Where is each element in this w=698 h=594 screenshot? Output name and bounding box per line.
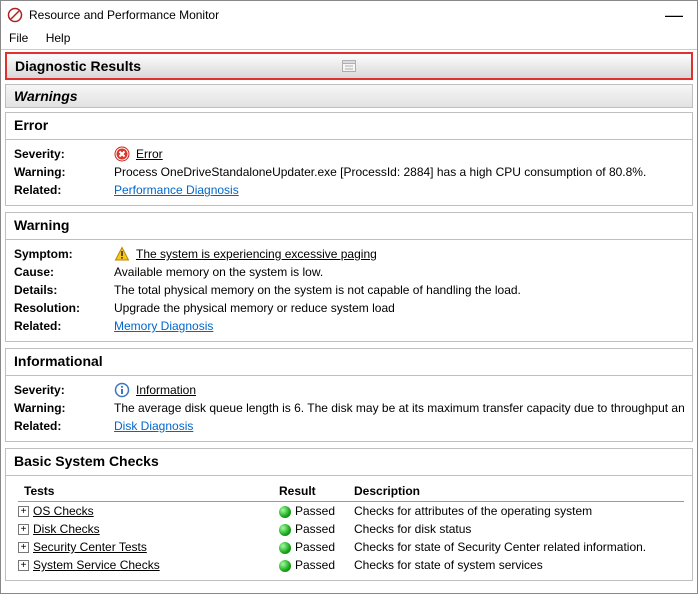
memory-diagnosis-link[interactable]: Memory Diagnosis <box>114 318 213 334</box>
error-section: Error Severity: Error Warning: Process O… <box>5 112 693 206</box>
info-warning-text: The average disk queue length is 6. The … <box>114 400 684 416</box>
details-text: The total physical memory on the system … <box>114 282 684 298</box>
warning-label: Warning: <box>14 400 114 416</box>
warning-section: Warning Symptom: The system is experienc… <box>5 212 693 342</box>
related-label: Related: <box>14 318 114 334</box>
severity-label: Severity: <box>14 146 114 162</box>
result-text: Passed <box>295 540 335 554</box>
error-severity-link[interactable]: Error <box>136 146 163 162</box>
pass-icon <box>279 506 291 518</box>
content-area: Diagnostic Results Warnings Error Severi… <box>1 49 697 589</box>
resolution-label: Resolution: <box>14 300 114 316</box>
test-name-link[interactable]: System Service Checks <box>33 558 160 572</box>
info-icon <box>114 382 130 398</box>
title-bar: Resource and Performance Monitor — <box>1 1 697 29</box>
window-title: Resource and Performance Monitor <box>29 8 657 22</box>
warnings-header[interactable]: Warnings <box>5 84 693 108</box>
menu-help[interactable]: Help <box>46 31 71 45</box>
table-row: + System Service Checks Passed Checks for s… <box>18 556 684 574</box>
diagnostic-results-banner[interactable]: Diagnostic Results <box>5 52 693 80</box>
calendar-icon <box>341 58 357 74</box>
error-heading: Error <box>14 117 684 133</box>
informational-section: Informational Severity: Information Warn… <box>5 348 693 442</box>
related-label: Related: <box>14 182 114 198</box>
col-description[interactable]: Description <box>348 481 684 502</box>
disk-diagnosis-link[interactable]: Disk Diagnosis <box>114 418 193 434</box>
divider <box>6 139 692 140</box>
basic-system-checks-section: Basic System Checks Tests Result Descrip… <box>5 448 693 581</box>
symptom-link[interactable]: The system is experiencing excessive pag… <box>136 246 377 262</box>
description-text: Checks for disk status <box>348 520 684 538</box>
description-text: Checks for state of system services <box>348 556 684 574</box>
table-row: + Disk Checks Passed Checks for disk status <box>18 520 684 538</box>
error-warning-text: Process OneDriveStandaloneUpdater.exe [P… <box>114 164 684 180</box>
severity-label: Severity: <box>14 382 114 398</box>
expand-icon[interactable]: + <box>18 506 29 517</box>
result-text: Passed <box>295 504 335 518</box>
cause-label: Cause: <box>14 264 114 280</box>
performance-diagnosis-link[interactable]: Performance Diagnosis <box>114 182 239 198</box>
test-name-link[interactable]: Security Center Tests <box>33 540 147 554</box>
description-text: Checks for attributes of the operating s… <box>348 502 684 521</box>
table-row: + Security Center Tests Passed Checks for s… <box>18 538 684 556</box>
error-icon <box>114 146 130 162</box>
details-label: Details: <box>14 282 114 298</box>
pass-icon <box>279 560 291 572</box>
cause-text: Available memory on the system is low. <box>114 264 684 280</box>
resolution-text: Upgrade the physical memory or reduce sy… <box>114 300 684 316</box>
expand-icon[interactable]: + <box>18 560 29 571</box>
pass-icon <box>279 542 291 554</box>
col-tests[interactable]: Tests <box>18 481 273 502</box>
divider <box>6 239 692 240</box>
test-name-link[interactable]: OS Checks <box>33 504 94 518</box>
divider <box>6 475 692 476</box>
test-name-link[interactable]: Disk Checks <box>33 522 100 536</box>
info-heading: Informational <box>14 353 684 369</box>
pass-icon <box>279 524 291 536</box>
warning-label: Warning: <box>14 164 114 180</box>
checks-table: Tests Result Description + OS Checks Passe… <box>18 481 684 574</box>
menu-bar: File Help <box>1 29 697 49</box>
checks-heading: Basic System Checks <box>14 453 684 469</box>
divider <box>6 375 692 376</box>
description-text: Checks for state of Security Center rela… <box>348 538 684 556</box>
table-row: + OS Checks Passed Checks for attributes of… <box>18 502 684 521</box>
expand-icon[interactable]: + <box>18 542 29 553</box>
result-text: Passed <box>295 558 335 572</box>
info-severity-link[interactable]: Information <box>136 382 196 398</box>
warning-icon <box>114 246 130 262</box>
minimize-button[interactable]: — <box>657 10 691 20</box>
warning-heading: Warning <box>14 217 684 233</box>
result-text: Passed <box>295 522 335 536</box>
related-label: Related: <box>14 418 114 434</box>
expand-icon[interactable]: + <box>18 524 29 535</box>
symptom-label: Symptom: <box>14 246 114 262</box>
menu-file[interactable]: File <box>9 31 28 45</box>
col-result[interactable]: Result <box>273 481 348 502</box>
app-icon <box>7 7 23 23</box>
